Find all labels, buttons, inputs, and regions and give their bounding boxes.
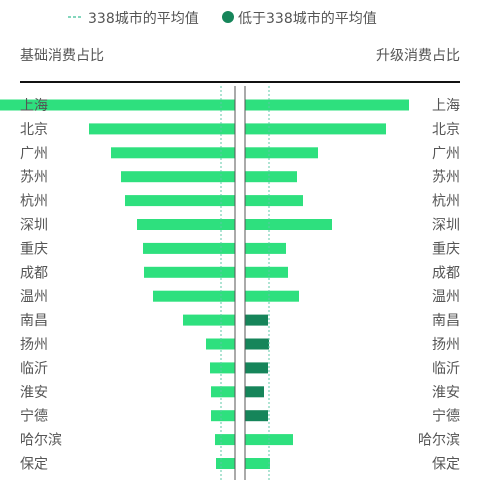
right-category-label-7: 成都 xyxy=(432,265,460,281)
right-category-label-6: 重庆 xyxy=(432,241,460,257)
left-bar-6 xyxy=(143,242,235,254)
right-category-label-11: 临沂 xyxy=(432,361,460,377)
right-category-label-14: 哈尔滨 xyxy=(418,433,460,449)
left-category-label-11: 临沂 xyxy=(20,361,48,377)
left-category-label-14: 哈尔滨 xyxy=(20,433,62,449)
center-lines xyxy=(234,86,246,480)
left-bar-4 xyxy=(125,195,235,207)
left-bar-7 xyxy=(144,266,235,278)
right-category-label-9: 南昌 xyxy=(432,313,460,329)
right-bar-12 xyxy=(245,386,264,398)
legend: 338城市的平均值 低于338城市的平均值 xyxy=(68,10,377,27)
average-lines xyxy=(220,86,270,480)
left-category-label-9: 南昌 xyxy=(20,313,48,329)
left-bar-1 xyxy=(89,123,235,135)
right-category-label-13: 宁德 xyxy=(432,408,460,425)
right-category-label-5: 深圳 xyxy=(432,218,460,234)
right-bar-1 xyxy=(245,123,386,135)
left-bar-2 xyxy=(111,147,235,159)
left-axis-title: 基础消费占比 xyxy=(20,47,104,64)
left-category-label-2: 广州 xyxy=(20,146,48,162)
right-bar-9 xyxy=(245,314,268,326)
right-category-label-1: 北京 xyxy=(432,122,460,138)
right-bar-11 xyxy=(245,362,268,374)
left-bar-15 xyxy=(216,458,235,469)
bars-layer xyxy=(0,99,409,469)
right-category-label-8: 温州 xyxy=(432,289,460,305)
right-category-label-2: 广州 xyxy=(432,146,460,162)
right-bar-3 xyxy=(245,171,297,183)
left-category-label-0: 上海 xyxy=(20,98,48,114)
right-axis-title: 升级消费占比 xyxy=(376,48,460,64)
right-bar-13 xyxy=(245,410,268,422)
right-bar-10 xyxy=(245,338,269,350)
right-bar-0 xyxy=(245,99,409,111)
right-category-label-15: 保定 xyxy=(432,457,460,473)
right-bar-8 xyxy=(245,290,299,302)
right-category-label-10: 扬州 xyxy=(432,337,460,353)
left-bar-9 xyxy=(183,314,235,326)
right-category-label-0: 上海 xyxy=(432,98,460,114)
left-category-label-8: 温州 xyxy=(20,289,48,305)
left-category-label-7: 成都 xyxy=(20,265,48,281)
left-bar-11 xyxy=(210,362,235,374)
right-bar-6 xyxy=(245,242,286,254)
left-category-label-10: 扬州 xyxy=(20,337,48,353)
left-category-label-3: 苏州 xyxy=(20,170,48,186)
left-bar-0 xyxy=(0,99,235,111)
right-bar-4 xyxy=(245,195,303,207)
left-category-label-4: 杭州 xyxy=(20,194,48,210)
left-category-label-5: 深圳 xyxy=(20,218,48,234)
right-bar-2 xyxy=(245,147,318,159)
legend-below-average-marker xyxy=(222,11,234,23)
right-category-label-3: 苏州 xyxy=(432,170,460,186)
left-category-label-13: 宁德 xyxy=(20,408,48,425)
left-category-label-6: 重庆 xyxy=(20,241,48,257)
left-bar-8 xyxy=(153,290,235,302)
left-bar-14 xyxy=(215,434,235,446)
legend-below-average-label: 低于338城市的平均值 xyxy=(238,10,377,27)
left-bar-3 xyxy=(121,171,235,183)
right-bar-7 xyxy=(245,266,288,278)
left-category-label-15: 保定 xyxy=(20,457,48,473)
left-category-label-1: 北京 xyxy=(20,122,48,138)
legend-average-label: 338城市的平均值 xyxy=(88,10,199,27)
left-bar-5 xyxy=(137,219,235,230)
left-bar-13 xyxy=(211,410,235,422)
left-bar-12 xyxy=(211,386,235,398)
right-bar-5 xyxy=(245,219,332,230)
right-bar-15 xyxy=(245,458,270,469)
left-category-label-12: 淮安 xyxy=(20,385,48,401)
right-category-label-4: 杭州 xyxy=(432,194,460,210)
right-category-label-12: 淮安 xyxy=(432,385,460,401)
